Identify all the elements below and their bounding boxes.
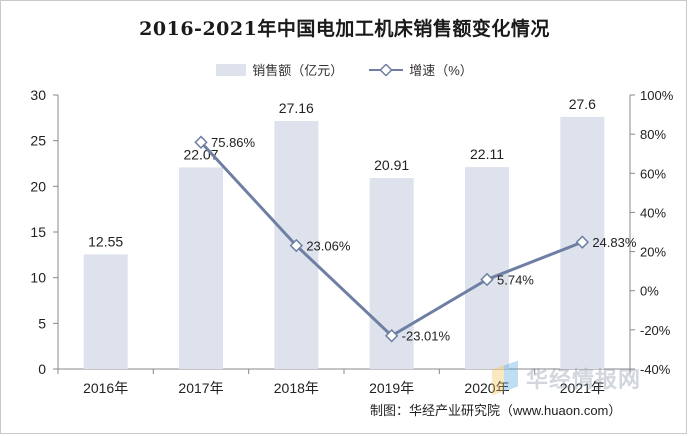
line-point-growth (480, 272, 494, 287)
bar-value-label: 27.6 (569, 96, 596, 112)
bar-value-label: 20.91 (374, 157, 409, 173)
line-value-label: 24.83% (592, 235, 637, 250)
x-tick-label: 2020年 (464, 380, 509, 396)
chart-title: 2016-2021年中国电加工机床销售额变化情况 (139, 18, 550, 40)
watermark-logo-icon (492, 360, 520, 396)
x-tick-label: 2018年 (274, 380, 319, 396)
watermark-text: 华经情报网 (526, 367, 642, 392)
source-note: 制图：华经产业研究院（www.huaon.com） (370, 403, 622, 418)
y-left-tick-label: 20 (30, 178, 46, 194)
line-point-growth (384, 329, 399, 343)
bar-sales (83, 254, 128, 369)
legend-label-sales: 销售额（亿元） (252, 63, 344, 78)
line-point-growth (289, 238, 304, 253)
bar-sales (179, 167, 223, 369)
line-value-label: 23.06% (306, 239, 351, 254)
y-right-tick-label: 100% (640, 88, 674, 103)
legend-line-swatch (369, 63, 404, 76)
y-right-tick-label: 20% (640, 245, 666, 260)
y-left-tick-label: 25 (30, 133, 46, 149)
bar-value-label: 27.16 (279, 100, 314, 116)
y-right-tick-label: -20% (640, 323, 671, 338)
line-point-growth (194, 135, 208, 149)
bar-value-label: 22.11 (470, 146, 504, 162)
y-right-tick-label: -40% (640, 362, 671, 377)
line-point-growth (575, 235, 590, 249)
x-tick-label: 2021年 (560, 380, 605, 396)
watermark: 华经情报网 (492, 360, 642, 396)
legend-item-sales: 销售额（亿元） (216, 60, 343, 79)
bar-sales (465, 167, 509, 369)
legend-bar-swatch (216, 63, 247, 76)
x-tick-label: 2017年 (178, 380, 223, 396)
line-value-label: -23.01% (402, 329, 451, 344)
y-right-tick-label: 60% (640, 166, 666, 181)
line-value-label: 75.86% (211, 135, 256, 150)
y-left-tick-label: 15 (30, 224, 46, 240)
chart-legend: 销售额（亿元） 增速（%） (0, 60, 689, 79)
x-tick-label: 2016年 (83, 380, 128, 396)
x-tick-label: 2019年 (369, 380, 414, 396)
line-value-label: 5.74% (497, 272, 534, 287)
legend-label-growth: 增速（%） (409, 63, 473, 78)
y-right-tick-label: 0% (640, 284, 659, 299)
legend-item-growth: 增速（%） (369, 60, 473, 79)
y-right-tick-label: 80% (640, 127, 666, 142)
y-left-tick-label: 5 (38, 315, 46, 331)
bar-value-label: 12.55 (88, 233, 123, 249)
y-left-tick-label: 10 (30, 270, 46, 286)
y-left-tick-label: 0 (38, 361, 46, 377)
y-right-tick-label: 40% (640, 205, 666, 220)
y-left-tick-label: 30 (30, 87, 46, 103)
